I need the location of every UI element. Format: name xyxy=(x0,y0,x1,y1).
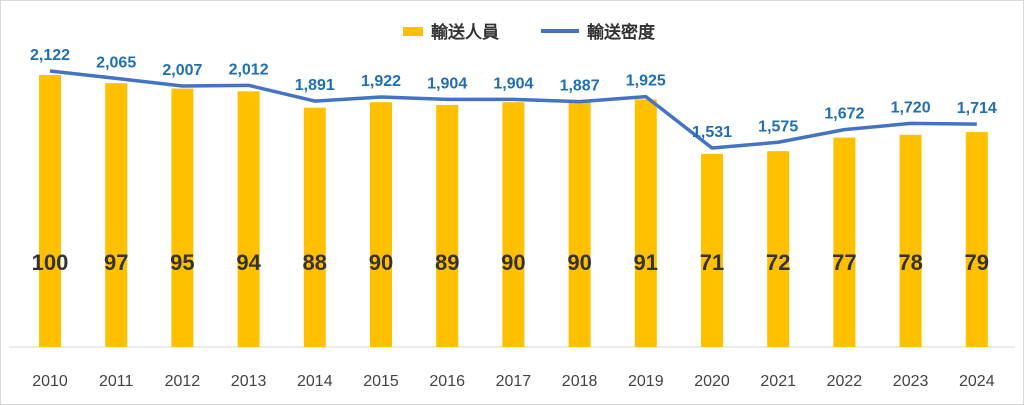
bar-value-label: 89 xyxy=(435,250,459,275)
line-value-label: 1,904 xyxy=(427,75,467,92)
line-value-label: 1,672 xyxy=(824,106,864,123)
line-series-path xyxy=(49,69,977,150)
x-tick-group: 2010 2011 2012 2013 2014 2015 2016 2017 2018 2019… xyxy=(32,373,994,390)
line-series-group: 2,122 2,065 2,007 2,012 1,891 1,922 1,904 1,904… xyxy=(30,47,997,150)
bar-2016 xyxy=(436,104,459,347)
bar-2022 xyxy=(833,137,856,347)
bar-value-label: 95 xyxy=(170,250,194,275)
bar-value-label: 79 xyxy=(965,250,989,275)
bar-value-label: 88 xyxy=(303,250,327,275)
x-tick-label: 2012 xyxy=(165,373,201,390)
x-tick-label: 2024 xyxy=(959,373,995,390)
legend-label-bar: 輸送人員 xyxy=(431,22,499,43)
line-value-label: 1,887 xyxy=(560,78,600,95)
bar-2013 xyxy=(237,91,260,347)
x-tick-label: 2021 xyxy=(760,373,796,390)
line-value-label: 1,575 xyxy=(758,118,798,135)
line-value-label: 1,904 xyxy=(493,75,533,92)
line-value-label: 2,012 xyxy=(229,61,269,78)
bar-value-label: 94 xyxy=(236,250,261,275)
line-value-label: 1,891 xyxy=(295,77,335,94)
bar-value-label: 90 xyxy=(501,250,525,275)
bar-2019 xyxy=(634,99,657,347)
legend: 輸送人員 輸送密度 xyxy=(403,22,656,43)
x-tick-label: 2023 xyxy=(893,373,929,390)
bar-2017 xyxy=(502,102,525,347)
x-tick-label: 2013 xyxy=(231,373,267,390)
line-value-label: 2,007 xyxy=(162,62,202,79)
x-tick-label: 2010 xyxy=(32,373,68,390)
x-tick-label: 2017 xyxy=(496,373,532,390)
bar-2023 xyxy=(899,134,922,347)
bar-value-label: 90 xyxy=(567,250,591,275)
x-tick-label: 2016 xyxy=(429,373,465,390)
x-tick-label: 2020 xyxy=(694,373,730,390)
bar-value-label: 78 xyxy=(898,250,922,275)
x-tick-label: 2018 xyxy=(562,373,598,390)
x-tick-label: 2019 xyxy=(628,373,664,390)
line-value-label: 1,531 xyxy=(692,124,732,141)
bar-2012 xyxy=(171,88,194,347)
bar-value-label: 71 xyxy=(700,250,724,275)
x-tick-label: 2022 xyxy=(827,373,863,390)
bar-value-label: 72 xyxy=(766,250,790,275)
bar-value-label: 77 xyxy=(832,250,856,275)
bar-2015 xyxy=(370,102,392,347)
bar-2011 xyxy=(105,83,128,347)
bars-group: 100 97 95 94 88 90 89 90 90 91 71 72 77 78 79 xyxy=(32,75,989,347)
bar-2024 xyxy=(965,132,988,347)
line-value-label: 1,714 xyxy=(957,100,997,117)
bar-value-label: 100 xyxy=(32,250,69,275)
line-value-label: 1,925 xyxy=(626,73,666,90)
bar-value-label: 97 xyxy=(104,250,128,275)
x-tick-label: 2014 xyxy=(297,373,333,390)
bar-2020 xyxy=(701,153,723,347)
line-value-label: 2,122 xyxy=(30,47,70,64)
bar-value-label: 90 xyxy=(369,250,393,275)
bar-2018 xyxy=(568,102,591,347)
line-value-label: 1,922 xyxy=(361,73,401,90)
x-tick-label: 2015 xyxy=(363,373,399,390)
bar-value-label: 91 xyxy=(634,250,658,275)
bar-2010 xyxy=(39,75,61,347)
legend-label-line: 輸送密度 xyxy=(587,22,656,43)
line-value-label: 2,065 xyxy=(96,54,136,71)
legend-swatch-bar xyxy=(403,27,423,36)
line-value-label: 1,720 xyxy=(891,99,931,116)
x-tick-label: 2011 xyxy=(99,373,134,390)
bar-2014 xyxy=(303,107,326,347)
bar-2021 xyxy=(767,151,790,347)
